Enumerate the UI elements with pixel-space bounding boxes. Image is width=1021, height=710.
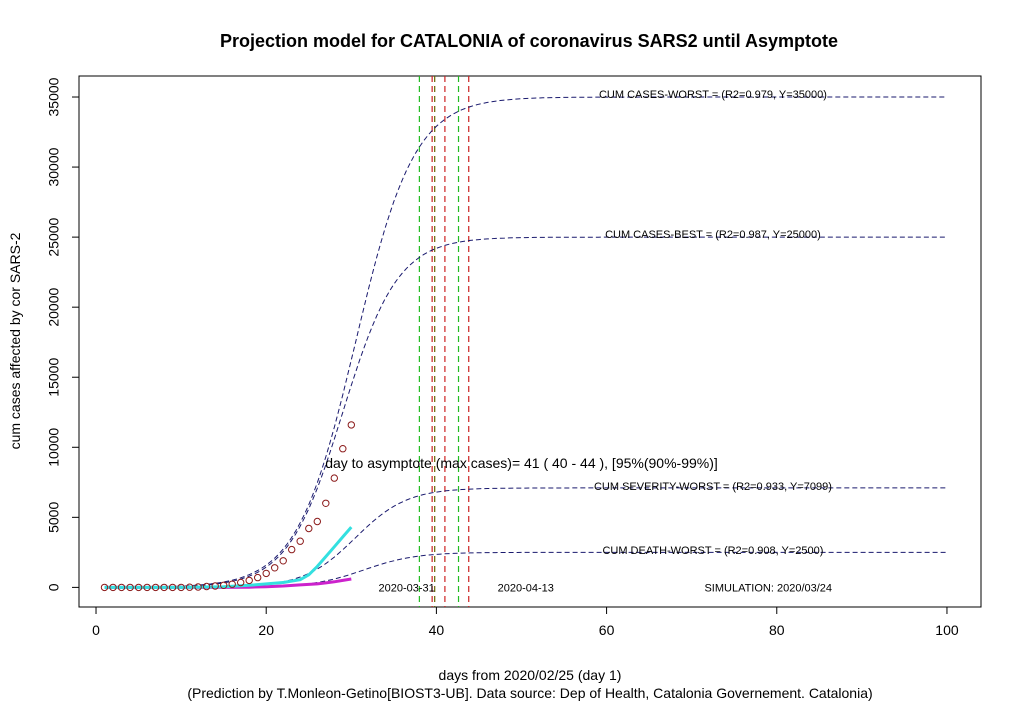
annotation: 2020-03-31 (378, 583, 434, 595)
observed-point (134, 583, 143, 592)
y-tick-label: 5000 (46, 502, 62, 533)
y-tick-label: 25000 (46, 217, 62, 256)
observed-point (185, 583, 194, 591)
annotation: CUM SEVERITY-WORST = (R2=0.933, Y=7099) (594, 481, 832, 493)
y-tick-label: 15000 (46, 358, 62, 397)
observed-series (100, 421, 355, 592)
observed-point (177, 583, 185, 592)
x-tick-label: 80 (769, 622, 785, 638)
observed-point (228, 580, 236, 588)
annotation: CUM DEATH-WORST = (R2=0.908, Y=2500) (602, 545, 823, 557)
y-tick-label: 20000 (46, 287, 62, 326)
observed-point (288, 545, 296, 554)
axis-ticks: 0 20 40 60 80 100 0 5000 10000 15000 20000 25000 300… (46, 77, 959, 638)
observed-point (262, 569, 270, 578)
observed-point (339, 445, 347, 453)
x-tick-label: 60 (599, 622, 615, 638)
model-curves (104, 96, 947, 588)
observed-point (211, 582, 219, 590)
model-curve (104, 487, 947, 588)
annotation: SIMULATION: 2020/03/24 (704, 583, 832, 595)
annotation: 2020-04-13 (498, 583, 554, 595)
observed-point (160, 583, 168, 592)
x-axis-label: days from 2020/02/25 (day 1) (439, 667, 622, 683)
observed-point (330, 474, 338, 482)
observed-point (109, 583, 117, 592)
y-tick-label: 35000 (46, 77, 62, 116)
y-axis-label: cum cases affected by cor SARS-2 (7, 232, 23, 449)
model-curve (104, 96, 947, 588)
y-tick-label: 10000 (46, 428, 62, 467)
vertical-lines (418, 76, 470, 607)
observed-point (271, 564, 279, 572)
x-tick-label: 40 (429, 622, 445, 638)
chart-caption: (Prediction by T.Monleon-Getino[BIOST3-U… (187, 685, 872, 701)
model-curve (104, 236, 947, 588)
annotation: CUM CASES-BEST = (R2=0.987, Y=25000) (605, 229, 821, 241)
annotation: day to asymptote (max cases)= 41 ( 40 - … (325, 455, 718, 471)
cyan-curve (104, 526, 353, 589)
annotations: CUM CASES-WORST = (R2=0.979, Y=35000) CUM… (325, 89, 832, 595)
observed-point (279, 557, 287, 565)
annotation: CUM CASES-WORST = (R2=0.979, Y=35000) (599, 89, 827, 101)
observed-point (151, 583, 160, 592)
observed-point (322, 499, 330, 507)
x-tick-label: 100 (935, 622, 959, 638)
observed-point (305, 524, 313, 533)
observed-point (313, 517, 321, 526)
observed-point (245, 576, 253, 585)
y-tick-label: 0 (46, 583, 62, 591)
observed-point (347, 421, 355, 429)
observed-point (194, 583, 202, 591)
plot-frame (78, 75, 982, 608)
x-tick-label: 20 (258, 622, 274, 638)
observed-point (100, 583, 109, 592)
observed-point (296, 537, 304, 545)
observed-point (202, 582, 211, 591)
observed-point (220, 581, 228, 589)
observed-point (126, 583, 134, 592)
chart-title: Projection model for CATALONIA of corona… (220, 31, 838, 51)
observed-point (117, 583, 126, 592)
observed-point (254, 573, 262, 582)
y-tick-label: 30000 (46, 147, 62, 186)
observed-point (237, 578, 245, 587)
observed-point (143, 583, 151, 592)
observed-point (168, 583, 177, 592)
x-tick-label: 0 (92, 622, 100, 638)
